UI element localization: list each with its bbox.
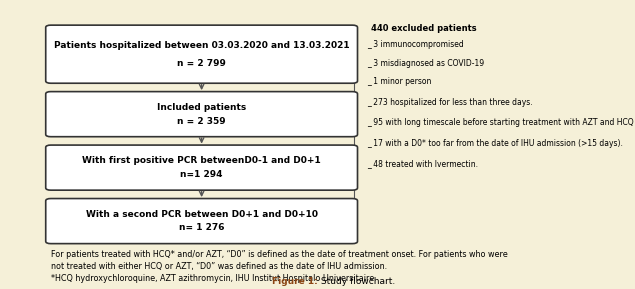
Text: _ 1 minor person: _ 1 minor person (367, 77, 431, 86)
FancyBboxPatch shape (46, 92, 358, 137)
FancyBboxPatch shape (46, 145, 358, 190)
Text: With a second PCR between D0+1 and D0+10: With a second PCR between D0+1 and D0+10 (86, 210, 318, 219)
Text: n=1 294: n=1 294 (180, 170, 223, 179)
Text: Included patients: Included patients (157, 103, 246, 112)
Text: _ 17 with a D0* too far from the date of IHU admission (>15 days).: _ 17 with a D0* too far from the date of… (367, 138, 623, 148)
Text: With first positive PCR betweenD0-1 and D0+1: With first positive PCR betweenD0-1 and … (83, 156, 321, 165)
Text: _ 48 treated with Ivermectin.: _ 48 treated with Ivermectin. (367, 159, 478, 168)
FancyBboxPatch shape (46, 199, 358, 244)
FancyBboxPatch shape (46, 25, 358, 83)
Text: Figure 1:: Figure 1: (272, 277, 318, 286)
Text: _ 95 with long timescale before starting treatment with AZT and HCQ (>4 days).: _ 95 with long timescale before starting… (367, 118, 635, 127)
Text: Study flowchart.: Study flowchart. (318, 277, 395, 286)
Text: 440 excluded patients: 440 excluded patients (371, 24, 477, 34)
Text: *HCQ hydroxychloroquine, AZT azithromycin, IHU Institut Hospitalo Universitaire: *HCQ hydroxychloroquine, AZT azithromyci… (51, 274, 374, 283)
Text: Patients hospitalized between 03.03.2020 and 13.03.2021: Patients hospitalized between 03.03.2020… (54, 40, 349, 50)
Text: n= 1 276: n= 1 276 (179, 223, 224, 232)
Text: _ 273 hospitalized for less than three days.: _ 273 hospitalized for less than three d… (367, 98, 533, 107)
Text: n = 2 359: n = 2 359 (177, 116, 226, 125)
Text: n = 2 799: n = 2 799 (177, 59, 226, 68)
Text: _ 3 misdiagnosed as COVID-19: _ 3 misdiagnosed as COVID-19 (367, 58, 484, 68)
Text: For patients treated with HCQ* and/or AZT, “D0” is defined as the date of treatm: For patients treated with HCQ* and/or AZ… (51, 250, 507, 271)
Text: _ 3 immunocompromised: _ 3 immunocompromised (367, 40, 464, 49)
